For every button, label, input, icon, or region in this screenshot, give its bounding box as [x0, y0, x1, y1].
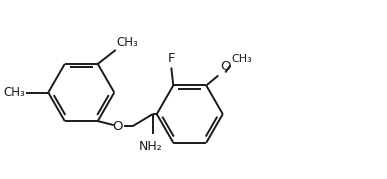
Text: NH₂: NH₂ [139, 140, 163, 153]
Text: CH₃: CH₃ [231, 54, 252, 64]
Text: O: O [220, 61, 231, 74]
Text: F: F [168, 52, 175, 66]
Text: O: O [113, 120, 123, 133]
Text: CH₃: CH₃ [3, 86, 25, 99]
Text: CH₃: CH₃ [117, 36, 139, 49]
